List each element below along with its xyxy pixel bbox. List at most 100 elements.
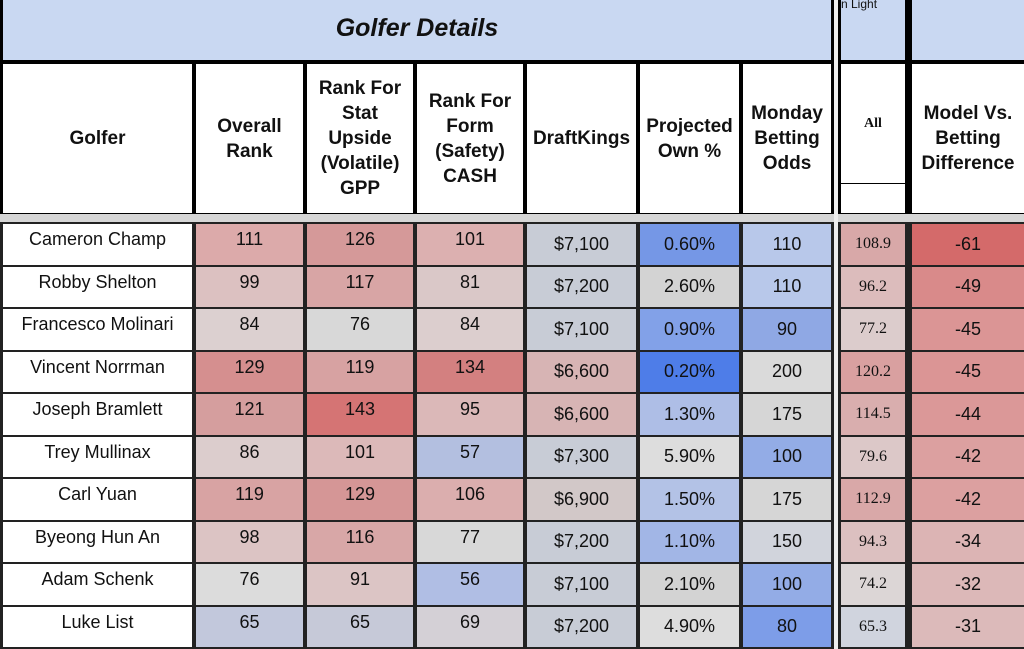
cell-odds: 90 xyxy=(743,309,831,350)
cell-dk: $6,600 xyxy=(527,351,636,392)
cell-stat: 129 xyxy=(307,479,413,520)
cell-diff: -34 xyxy=(912,521,1024,562)
table-row: Robby Shelton 99 117 81 $7,200 2.60% 110 96.2 -4… xyxy=(0,265,1024,307)
cell-all: 77.2 xyxy=(841,309,905,350)
cell-diff: -49 xyxy=(912,266,1024,307)
cell-dk: $6,900 xyxy=(527,479,636,520)
table-row: Cameron Champ 111 126 101 $7,100 0.60% 110 108.… xyxy=(0,222,1024,265)
cell-diff: -45 xyxy=(912,351,1024,392)
cell-overall: 129 xyxy=(196,351,303,392)
cell-golfer: Carl Yuan xyxy=(3,479,192,520)
cell-form: 77 xyxy=(417,521,523,562)
cell-all: 120.2 xyxy=(841,351,905,392)
cell-stat: 143 xyxy=(307,394,413,435)
cell-overall: 65 xyxy=(196,606,303,647)
cell-golfer: Adam Schenk xyxy=(3,564,192,605)
cell-form: 56 xyxy=(417,564,523,605)
cell-form: 101 xyxy=(417,224,523,265)
table-row: Adam Schenk 76 91 56 $7,100 2.10% 100 74.2 -32 xyxy=(0,562,1024,605)
header-betting-odds: Monday Betting Odds xyxy=(743,64,831,213)
cell-own: 5.90% xyxy=(640,436,739,477)
cell-own: 1.30% xyxy=(640,394,739,435)
title-band-right xyxy=(912,0,1024,60)
cell-golfer: Trey Mullinax xyxy=(3,436,192,477)
header-stat-upside: Rank For Stat Upside (Volatile) GPP xyxy=(307,64,413,213)
cell-own: 0.20% xyxy=(640,351,739,392)
cell-dk: $7,100 xyxy=(527,224,636,265)
table-row: Francesco Molinari 84 76 84 $7,100 0.90% 90 77.… xyxy=(0,307,1024,350)
cell-odds: 100 xyxy=(743,436,831,477)
cell-stat: 119 xyxy=(307,351,413,392)
cell-own: 1.50% xyxy=(640,479,739,520)
cell-diff: -61 xyxy=(912,224,1024,265)
table-row: Joseph Bramlett 121 143 95 $6,600 1.30% 175 114… xyxy=(0,392,1024,435)
cell-stat: 76 xyxy=(307,309,413,350)
header-model-vs-betting: Model Vs. Betting Difference xyxy=(912,64,1024,213)
cell-dk: $7,200 xyxy=(527,521,636,562)
cell-form: 81 xyxy=(417,266,523,307)
cell-all: 94.3 xyxy=(841,521,905,562)
cell-own: 4.90% xyxy=(640,606,739,647)
header-golfer: Golfer xyxy=(3,64,192,213)
cell-overall: 76 xyxy=(196,564,303,605)
cell-odds: 150 xyxy=(743,521,831,562)
cell-form: 106 xyxy=(417,479,523,520)
header-all-subcell xyxy=(841,184,905,213)
header-projected-own: Projected Own % xyxy=(640,64,739,213)
cell-stat: 117 xyxy=(307,266,413,307)
cell-odds: 175 xyxy=(743,394,831,435)
cell-golfer: Cameron Champ xyxy=(3,224,192,265)
cell-golfer: Robby Shelton xyxy=(3,266,192,307)
header-form-safety: Rank For Form (Safety) CASH xyxy=(417,64,523,213)
cell-all: 96.2 xyxy=(841,266,905,307)
cell-overall: 98 xyxy=(196,521,303,562)
cell-golfer: Joseph Bramlett xyxy=(3,394,192,435)
cell-own: 0.90% xyxy=(640,309,739,350)
cell-all: 108.9 xyxy=(841,224,905,265)
cell-all: 65.3 xyxy=(841,606,905,647)
cell-all: 114.5 xyxy=(841,394,905,435)
cell-odds: 110 xyxy=(743,266,831,307)
cell-odds: 175 xyxy=(743,479,831,520)
cell-stat: 116 xyxy=(307,521,413,562)
cell-form: 69 xyxy=(417,606,523,647)
cell-all: 112.9 xyxy=(841,479,905,520)
cell-golfer: Francesco Molinari xyxy=(3,309,192,350)
cell-diff: -42 xyxy=(912,479,1024,520)
cell-own: 1.10% xyxy=(640,521,739,562)
partial-header-label: n Light xyxy=(841,0,878,11)
table-row: Luke List 65 65 69 $7,200 4.90% 80 65.3 -31 xyxy=(0,605,1024,647)
cell-overall: 99 xyxy=(196,266,303,307)
cell-stat: 126 xyxy=(307,224,413,265)
cell-dk: $6,600 xyxy=(527,394,636,435)
cell-odds: 100 xyxy=(743,564,831,605)
header-draftkings: DraftKings xyxy=(527,64,636,213)
cell-all: 79.6 xyxy=(841,436,905,477)
table-row: Vincent Norrman 129 119 134 $6,600 0.20% 200 12… xyxy=(0,350,1024,392)
cell-overall: 84 xyxy=(196,309,303,350)
cell-stat: 91 xyxy=(307,564,413,605)
cell-overall: 121 xyxy=(196,394,303,435)
cell-own: 2.60% xyxy=(640,266,739,307)
cell-form: 84 xyxy=(417,309,523,350)
cell-all: 74.2 xyxy=(841,564,905,605)
cell-form: 57 xyxy=(417,436,523,477)
cell-golfer: Vincent Norrman xyxy=(3,351,192,392)
cell-stat: 101 xyxy=(307,436,413,477)
cell-own: 0.60% xyxy=(640,224,739,265)
data-grid: Cameron Champ 111 126 101 $7,100 0.60% 110 108.… xyxy=(0,222,1024,649)
title-band: Golfer Details xyxy=(3,0,831,60)
table-row: Trey Mullinax 86 101 57 $7,300 5.90% 100 79.6 -4… xyxy=(0,435,1024,477)
cell-diff: -44 xyxy=(912,394,1024,435)
cell-diff: -42 xyxy=(912,436,1024,477)
cell-overall: 111 xyxy=(196,224,303,265)
cell-dk: $7,200 xyxy=(527,266,636,307)
header-body-divider xyxy=(0,214,1024,222)
cell-dk: $7,300 xyxy=(527,436,636,477)
table-row: Carl Yuan 119 129 106 $6,900 1.50% 175 112.9 -42 xyxy=(0,477,1024,520)
cell-dk: $7,100 xyxy=(527,564,636,605)
cell-diff: -45 xyxy=(912,309,1024,350)
cell-golfer: Byeong Hun An xyxy=(3,521,192,562)
cell-stat: 65 xyxy=(307,606,413,647)
cell-diff: -32 xyxy=(912,564,1024,605)
